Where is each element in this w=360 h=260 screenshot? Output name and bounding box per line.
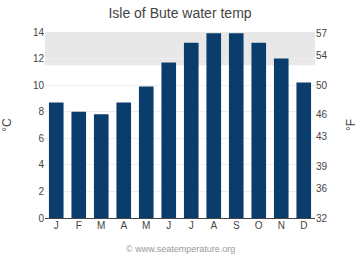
svg-text:36: 36: [316, 183, 328, 194]
svg-text:F: F: [76, 220, 82, 231]
svg-text:A: A: [210, 220, 217, 231]
svg-text:Isle of Bute water temp: Isle of Bute water temp: [108, 5, 251, 21]
svg-text:N: N: [278, 220, 285, 231]
svg-text:8: 8: [38, 106, 44, 117]
svg-text:O: O: [255, 220, 263, 231]
svg-text:57: 57: [316, 28, 328, 39]
svg-text:12: 12: [33, 53, 45, 64]
svg-text:14: 14: [33, 27, 45, 38]
svg-text:32: 32: [316, 213, 328, 224]
svg-text:39: 39: [316, 161, 328, 172]
svg-text:6: 6: [38, 133, 44, 144]
svg-text:J: J: [54, 220, 59, 231]
svg-text:A: A: [120, 220, 127, 231]
svg-text:J: J: [189, 220, 194, 231]
svg-text:M: M: [142, 220, 150, 231]
svg-text:43: 43: [316, 131, 328, 142]
svg-text:°F: °F: [344, 119, 358, 131]
svg-text:S: S: [233, 220, 240, 231]
svg-text:54: 54: [316, 50, 328, 61]
svg-text:50: 50: [316, 80, 328, 91]
svg-text:4: 4: [38, 159, 44, 170]
svg-text:46: 46: [316, 109, 328, 120]
svg-text:J: J: [166, 220, 171, 231]
svg-text:© www.seatemperature.org: © www.seatemperature.org: [126, 244, 235, 254]
svg-text:2: 2: [38, 186, 44, 197]
svg-text:D: D: [300, 220, 307, 231]
svg-text:M: M: [97, 220, 105, 231]
svg-text:°C: °C: [0, 118, 14, 132]
svg-text:0: 0: [38, 213, 44, 224]
svg-text:10: 10: [33, 80, 45, 91]
